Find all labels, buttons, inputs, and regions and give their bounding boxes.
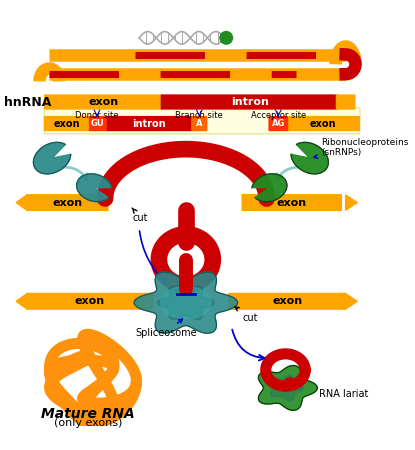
FancyBboxPatch shape [44,116,90,131]
Text: exon: exon [52,198,83,207]
Polygon shape [291,142,328,174]
Text: exon: exon [88,97,118,107]
Text: GU: GU [91,119,105,128]
Polygon shape [252,174,287,202]
FancyBboxPatch shape [228,293,347,310]
Polygon shape [271,376,303,400]
Polygon shape [16,294,27,309]
Text: exon: exon [277,198,307,207]
Text: Acceptor site: Acceptor site [251,111,306,120]
Polygon shape [157,286,214,320]
Text: Donor site: Donor site [75,111,119,120]
Text: Branch site: Branch site [176,111,223,120]
Polygon shape [271,377,300,399]
Text: Spliceosome: Spliceosome [135,319,197,338]
Polygon shape [346,294,357,309]
Text: Mature RNA: Mature RNA [41,407,135,421]
Text: exon: exon [54,118,81,129]
FancyBboxPatch shape [191,116,208,131]
FancyBboxPatch shape [44,94,163,110]
FancyBboxPatch shape [26,293,154,310]
Polygon shape [161,287,211,319]
Text: exon: exon [272,296,303,306]
FancyBboxPatch shape [161,94,337,110]
FancyBboxPatch shape [269,116,288,131]
Text: cut: cut [235,307,258,323]
Text: RNA lariat: RNA lariat [319,389,368,399]
Text: Ribonucleoproteins
(snRNPs): Ribonucleoproteins (snRNPs) [314,138,409,158]
Polygon shape [346,195,357,210]
FancyBboxPatch shape [336,94,356,110]
FancyBboxPatch shape [242,194,342,211]
Text: exon: exon [75,296,105,306]
FancyBboxPatch shape [105,116,193,131]
Polygon shape [16,195,27,210]
Polygon shape [77,174,112,202]
Polygon shape [134,272,237,333]
Text: intron: intron [231,97,269,107]
Text: (only exons): (only exons) [54,418,122,428]
FancyBboxPatch shape [26,194,109,211]
Text: AG: AG [271,119,285,128]
Text: cut: cut [132,208,148,223]
Circle shape [220,32,232,44]
FancyBboxPatch shape [44,108,360,134]
Text: intron: intron [132,118,166,129]
Text: A: A [196,119,203,128]
FancyBboxPatch shape [286,116,360,131]
Polygon shape [259,365,317,410]
Polygon shape [34,142,71,174]
Text: hnRNA: hnRNA [5,95,52,108]
FancyBboxPatch shape [89,116,107,131]
Text: exon: exon [310,118,337,129]
